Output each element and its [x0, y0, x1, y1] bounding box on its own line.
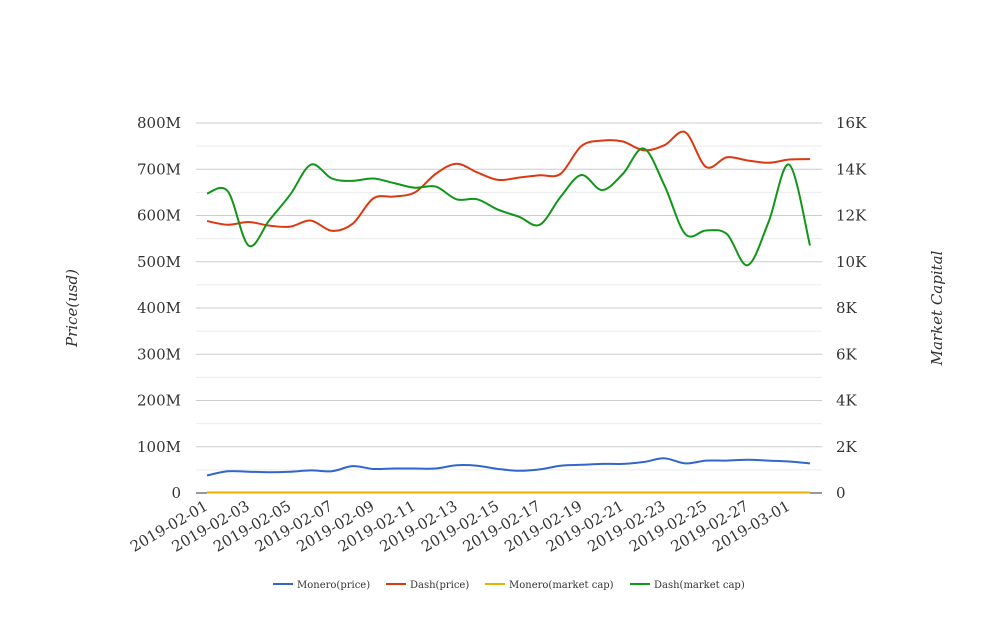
right-tick-label: 4K [836, 392, 858, 410]
left-axis: 0 100M 200M 300M 400M 500M 600M 700M 800M [137, 114, 181, 502]
right-tick-label: 12K [836, 207, 867, 225]
right-tick-label: 0 [836, 484, 846, 502]
legend-label: Dash(market cap) [654, 580, 745, 591]
left-tick-label: 600M [137, 207, 181, 225]
left-tick-label: 500M [137, 253, 181, 271]
right-tick-label: 10K [836, 253, 867, 271]
left-tick-label: 200M [137, 392, 181, 410]
right-tick-label: 16K [836, 114, 867, 132]
right-tick-label: 14K [836, 160, 867, 178]
x-axis: 2019-02-012019-02-032019-02-052019-02-07… [127, 497, 793, 556]
right-tick-label: 8K [836, 299, 858, 317]
right-tick-label: 6K [836, 345, 858, 363]
right-tick-label: 2K [836, 438, 858, 456]
series-line-dash-price [206, 130, 811, 232]
y-axis-title-left: Price(usd) [63, 269, 81, 348]
left-tick-label: 300M [137, 345, 181, 363]
legend-label: Dash(price) [410, 580, 469, 591]
y-axis-title-right: Market Capital [928, 250, 946, 366]
series-line-monero-price [206, 457, 811, 477]
left-tick-label: 800M [137, 114, 181, 132]
left-tick-label: 100M [137, 438, 181, 456]
legend-label: Monero(market cap) [509, 580, 614, 591]
series-line-dash-market-cap [206, 147, 811, 267]
legend-label: Monero(price) [297, 580, 370, 591]
left-tick-label: 700M [137, 160, 181, 178]
left-tick-label: 0 [171, 484, 181, 502]
legend: Monero(price) Dash(price) Monero(market ca… [273, 580, 745, 591]
grid-layer [196, 122, 822, 471]
left-tick-label: 400M [137, 299, 181, 317]
series-layer [206, 130, 811, 494]
right-axis: 0 2K 4K 6K 8K 10K 12K 14K 16K [836, 114, 867, 502]
